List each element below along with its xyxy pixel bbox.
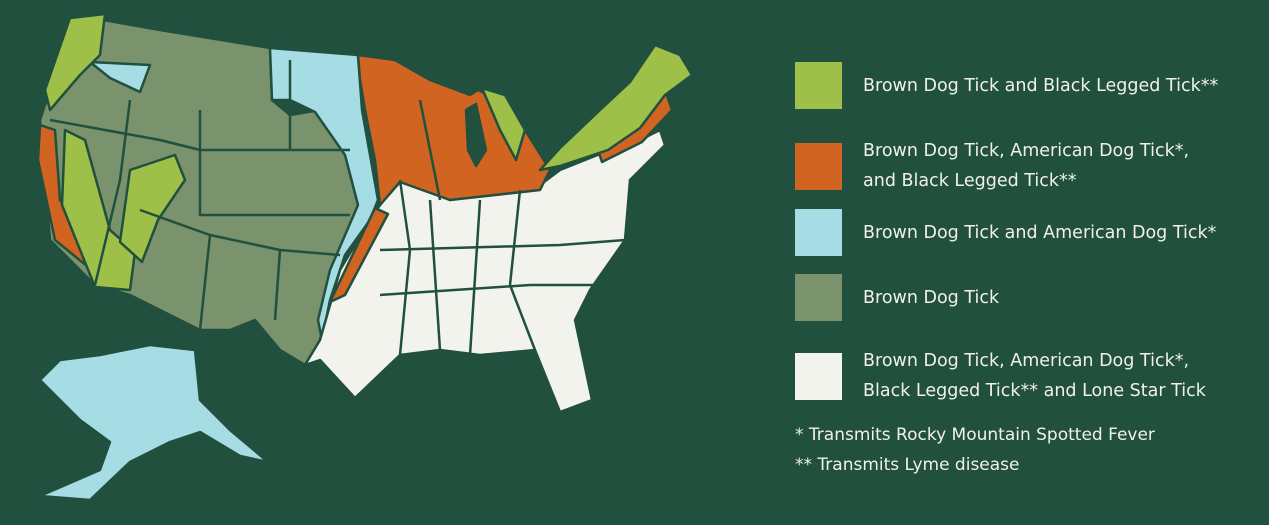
legend-swatch: [795, 62, 842, 109]
legend-item-brown: Brown Dog Tick: [795, 274, 999, 321]
zone-brown-black-utah: [118, 153, 187, 264]
lake-michigan: [464, 102, 488, 168]
legend-label-line: Brown Dog Tick, American Dog Tick*,: [863, 351, 1190, 371]
legend-label: Brown Dog Tick: [863, 283, 999, 313]
footnote-rmsf: * Transmits Rocky Mountain Spotted Fever: [795, 425, 1155, 445]
legend-label: Brown Dog Tick and American Dog Tick*: [863, 218, 1216, 248]
zone-brown-american-nw: [88, 60, 152, 94]
legend-item-brown-american-black: Brown Dog Tick, American Dog Tick*, and B…: [795, 136, 1189, 196]
legend-swatch: [795, 352, 842, 400]
legend-label: Brown Dog Tick, American Dog Tick*, and B…: [863, 136, 1189, 196]
zone-brown-black-california: [60, 128, 137, 292]
zone-brown-american-plains: [268, 46, 380, 342]
us-tick-map: [36, 12, 694, 502]
legend-label-line: Brown Dog Tick: [863, 287, 1000, 308]
legend-swatch: [795, 209, 842, 256]
zone-brown-black-northeast: [538, 43, 694, 172]
alaska-zone: [38, 343, 270, 502]
zone-three-mississippi-strip: [328, 206, 390, 304]
legend-item-all-four: Brown Dog Tick, American Dog Tick*, Black…: [795, 346, 1206, 406]
legend-label: Brown Dog Tick, American Dog Tick*, Black…: [863, 346, 1206, 406]
zone-all-four-southeast: [303, 128, 667, 414]
legend-label: Brown Dog Tick and Black Legged Tick**: [863, 71, 1218, 101]
legend-label-line: Black Legged Tick** and Lone Star Tick: [863, 381, 1206, 401]
legend-label-line: Brown Dog Tick, American Dog Tick*,: [863, 141, 1190, 161]
legend-label-line: Brown Dog Tick and Black Legged Tick**: [863, 75, 1219, 96]
legend-label-line: and Black Legged Tick**: [863, 171, 1077, 191]
legend-item-brown-black: Brown Dog Tick and Black Legged Tick**: [795, 62, 1218, 109]
legend-swatch: [795, 142, 842, 190]
legend-label-line: Brown Dog Tick and American Dog Tick*: [863, 222, 1217, 243]
legend-swatch: [795, 274, 842, 321]
zone-three-midwest: [356, 53, 552, 207]
footnote-lyme: ** Transmits Lyme disease: [795, 455, 1020, 475]
legend-item-brown-american: Brown Dog Tick and American Dog Tick*: [795, 209, 1216, 256]
state-borders: [49, 60, 626, 356]
zone-brown-black-michigan: [480, 86, 527, 162]
zone-brown-black-nw: [43, 12, 107, 112]
